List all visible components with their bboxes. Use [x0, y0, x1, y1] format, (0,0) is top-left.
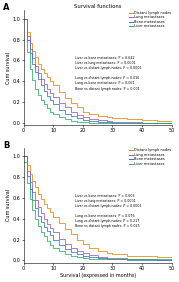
Text: Liver vs bone metastases: P = 0.603
Liver vs lung metastases: P < 0.0001
Liver v: Liver vs bone metastases: P = 0.603 Live… — [75, 194, 142, 228]
Text: A: A — [3, 3, 9, 12]
Title: Survival functions: Survival functions — [74, 4, 121, 9]
Y-axis label: Cum survival: Cum survival — [6, 52, 11, 84]
Y-axis label: Cum survival: Cum survival — [6, 189, 11, 221]
Legend: Distant lymph nodes, Lung metastases, Bone metastases, Liver metastases: Distant lymph nodes, Lung metastases, Bo… — [129, 11, 171, 28]
X-axis label: Survival (expressed in months): Survival (expressed in months) — [60, 273, 136, 278]
Legend: Distant lymph nodes, Lung metastases, Bone metastases, Liver metastases: Distant lymph nodes, Lung metastases, Bo… — [129, 148, 171, 166]
Text: B: B — [3, 141, 9, 150]
Text: Liver vs bone metastases: P = 0.642
Liver vs lung metastases: P = 0.0001
Liver v: Liver vs bone metastases: P = 0.642 Live… — [75, 56, 142, 91]
